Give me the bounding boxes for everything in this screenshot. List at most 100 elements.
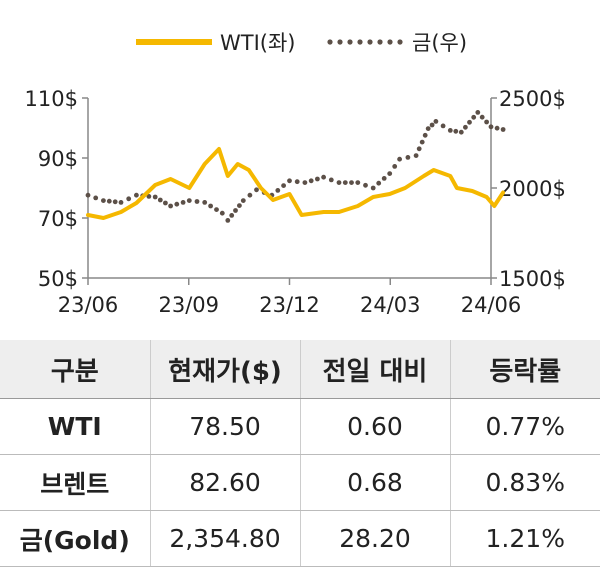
gold-point (126, 196, 132, 202)
gold-point (208, 203, 214, 209)
x-tick-label: 23/06 (58, 293, 119, 317)
gold-point (294, 179, 300, 185)
gold-point (429, 122, 435, 128)
legend-gold-dot (387, 39, 393, 45)
header-price: 현재가($) (149, 340, 300, 399)
legend-gold-dot (337, 39, 343, 45)
gold-point (376, 180, 382, 186)
gold-point (500, 127, 506, 132)
gold-point (488, 124, 494, 130)
gold-point (387, 171, 393, 177)
gold-point (475, 110, 481, 115)
gold-point (287, 178, 292, 184)
row-change: 0.60 (299, 398, 450, 455)
legend-wti-label: WTI(좌) (220, 31, 296, 55)
header-category: 구분 (0, 340, 150, 399)
gold-point (405, 155, 411, 160)
gold-point (229, 213, 235, 218)
header-rate: 등락률 (449, 340, 600, 399)
gold-point (168, 203, 174, 209)
gold-point (275, 188, 281, 193)
gold-point (321, 174, 326, 180)
row-rate: 0.77% (449, 398, 600, 455)
gold-point (112, 199, 118, 205)
gold-point (214, 207, 219, 213)
y-right-tick-label: 1500$ (499, 267, 566, 291)
legend-gold-label: 금(우) (412, 31, 467, 55)
gold-point (240, 198, 246, 204)
x-tick-label: 23/09 (158, 293, 219, 317)
row-price: 78.50 (149, 398, 300, 455)
gold-point (85, 192, 91, 198)
row-change: 0.68 (299, 454, 450, 511)
legend-gold-dot (377, 39, 383, 45)
gold-point (447, 127, 453, 133)
price-table: 구분 현재가($) 전일 대비 등락률 WTI 78.50 0.60 0.77%… (0, 340, 600, 567)
table-row: WTI 78.50 0.60 0.77% (0, 398, 600, 455)
gold-point (425, 126, 431, 131)
gold-point (433, 119, 439, 124)
legend-gold-dot (397, 39, 403, 45)
row-name: 금(Gold) (0, 510, 150, 567)
gold-point (370, 185, 376, 191)
legend-gold-dot (357, 39, 363, 45)
gold-point (281, 183, 286, 189)
gold-point (363, 182, 368, 188)
gold-point (219, 210, 225, 216)
gold-point (381, 176, 387, 181)
gold-point (315, 176, 320, 182)
row-name: 브렌트 (0, 454, 150, 511)
gold-point (458, 129, 464, 135)
gold-point (308, 178, 314, 184)
gold-point (180, 200, 186, 205)
table-row: 브렌트 82.60 0.68 0.83% (0, 454, 600, 511)
gold-point (413, 153, 419, 159)
y-left-tick-label: 90$ (38, 147, 78, 171)
oil-gold-chart: WTI(좌) 금(우) 110$90$70$50$2500$2000$1500$2… (25, 31, 566, 317)
table-row: 금(Gold) 2,354.80 28.20 1.21% (0, 510, 600, 567)
gold-point (93, 195, 99, 201)
gold-point (118, 200, 124, 205)
gold-point (302, 180, 308, 186)
row-change: 28.20 (299, 510, 450, 567)
gold-point (233, 208, 238, 213)
gold-point (237, 203, 242, 209)
gold-point (225, 218, 231, 223)
gold-point (152, 194, 158, 200)
table-header-row: 구분 현재가($) 전일 대비 등락률 (0, 340, 600, 399)
gold-point (355, 180, 361, 186)
row-rate: 0.83% (449, 454, 600, 511)
gold-point (174, 201, 180, 207)
series-wti-line (86, 147, 506, 220)
gold-point (336, 180, 342, 186)
gold-point (479, 114, 485, 120)
gold-point (494, 125, 500, 131)
y-right-tick-label: 2500$ (499, 87, 566, 111)
gold-point (146, 194, 152, 199)
gold-point (484, 119, 489, 125)
axes: 110$ 90$ 70$ 50$ 2500$ 2000$ 1500$ 23/06 23/09 23… (25, 87, 566, 317)
legend-gold-dot (327, 39, 333, 45)
gold-point (392, 164, 398, 169)
gold-point (422, 132, 428, 138)
x-tick-label: 24/03 (360, 293, 421, 317)
header-change: 전일 대비 (299, 340, 450, 399)
gold-point (349, 180, 354, 186)
gold-point (416, 146, 422, 152)
gold-point (186, 198, 192, 204)
legend-gold-dot (367, 39, 373, 45)
series-layer (85, 110, 506, 223)
gold-point (163, 200, 168, 206)
y-left-tick-label: 110$ (25, 87, 78, 111)
row-rate: 1.21% (449, 510, 600, 567)
y-right-tick-label: 2000$ (499, 177, 566, 201)
legend-gold-swatch (327, 39, 403, 45)
legend-gold-dot (347, 39, 353, 45)
gold-point (106, 198, 112, 204)
gold-point (194, 199, 200, 204)
y-left-tick-label: 70$ (38, 207, 78, 231)
gold-point (157, 197, 163, 203)
gold-point (463, 124, 468, 130)
x-tick-label: 24/06 (461, 293, 522, 317)
gold-point (453, 128, 459, 134)
